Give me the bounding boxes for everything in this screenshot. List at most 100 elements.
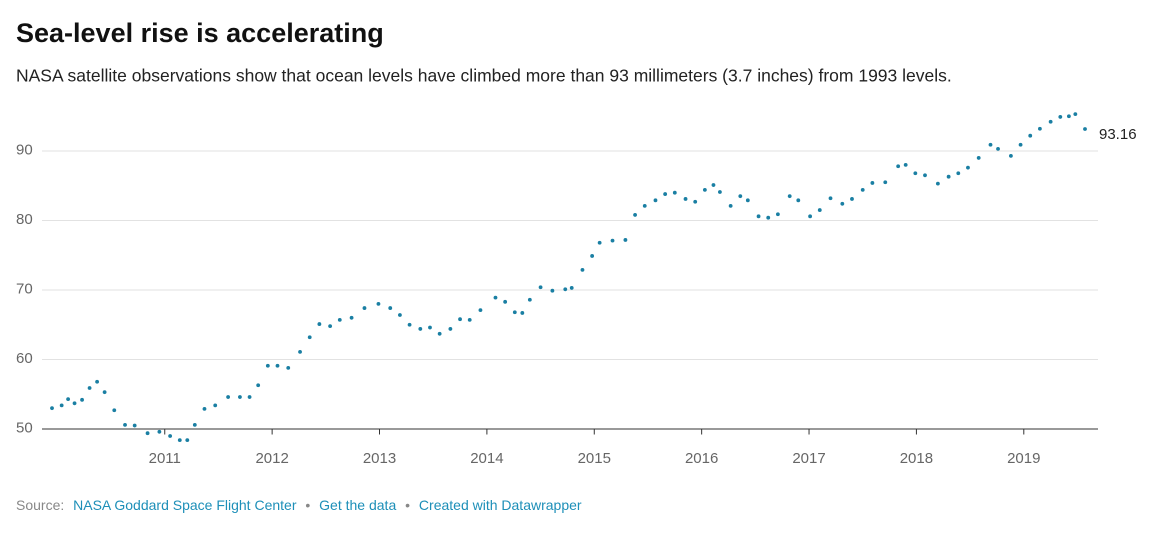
x-tick-label: 2011 [149,450,181,467]
data-dot [988,142,993,147]
data-dot [796,198,801,203]
data-dot [828,196,833,201]
data-dot [520,311,525,315]
data-dot [642,203,647,208]
data-dot [185,438,190,443]
data-dot [896,164,901,169]
y-tick-label: 50 [16,419,33,436]
data-dot [718,190,722,194]
data-dot [527,297,532,302]
data-dot [493,295,498,300]
datawrapper-link[interactable]: Created with Datawrapper [419,497,582,513]
data-dot [72,401,77,406]
data-dot [87,386,92,390]
data-dot [102,390,107,395]
data-dot [50,406,54,411]
data-dot [123,422,127,427]
x-tick-label: 2013 [363,450,396,467]
y-tick-label: 70 [16,280,33,297]
data-dot [256,383,261,388]
data-dot [550,288,555,293]
x-tick-label: 2015 [578,450,611,467]
data-dot [597,240,602,245]
x-tick-label: 2017 [792,450,825,467]
data-dot [286,365,291,370]
data-dot [247,395,252,399]
data-dot [337,317,342,322]
data-dot [935,181,940,186]
data-dot [817,208,822,212]
data-dot [428,325,432,330]
data-dot [503,299,508,304]
data-dot [693,199,698,204]
data-link[interactable]: Get the data [319,497,396,513]
data-dot [563,287,568,292]
data-dot [362,306,367,310]
data-dot [663,192,668,196]
data-dot [672,190,677,195]
data-dot [168,434,173,438]
data-dot [956,171,961,176]
data-dot [1083,127,1087,131]
data-dot [683,197,688,201]
data-dot [448,327,453,331]
data-dot [407,322,412,327]
data-dot [623,238,628,242]
data-dot [738,194,743,199]
data-dot [157,429,162,434]
data-dot [275,363,280,368]
data-dot [177,438,182,443]
data-dot [966,165,970,170]
data-dot [1066,114,1071,119]
data-dot [132,423,137,428]
data-dot [538,285,543,290]
x-tick-label: 2016 [685,450,718,467]
data-dot [349,315,354,320]
data-dot [202,406,207,411]
data-dot [307,335,312,340]
data-dot [376,302,381,306]
data-dot [478,308,483,313]
data-dot [265,363,270,368]
chart-title: Sea-level rise is accelerating [16,18,384,48]
data-dot [398,313,402,317]
data-dot [702,188,707,192]
y-tick-label: 60 [16,350,33,367]
source-label: Source: [16,497,64,513]
data-dot [1028,133,1033,138]
data-dot [467,317,472,322]
data-dot [808,214,813,219]
data-dot [145,431,150,436]
data-dot [388,306,393,310]
data-dot [226,395,231,399]
data-dot [328,324,333,329]
data-dot [996,146,1000,151]
x-tick-label: 2019 [1007,450,1040,467]
data-dot [437,331,442,336]
data-dot [756,214,761,219]
data-dot [653,198,658,203]
data-dot [112,408,117,413]
data-dot [1058,115,1063,119]
end-value-label: 93.16 [1099,126,1137,143]
data-dot [569,286,574,290]
data-dot [913,171,918,176]
data-dot [1048,119,1053,124]
data-dot [711,183,716,187]
data-dot [512,310,517,315]
y-tick-label: 90 [16,141,33,158]
separator: • [405,497,410,513]
data-dot [80,397,84,402]
data-dot [850,197,854,201]
data-dot [213,403,218,408]
data-dot [766,215,771,220]
source-link[interactable]: NASA Goddard Space Flight Center [73,497,297,513]
data-dot [580,267,585,272]
data-dot [976,156,981,160]
data-dot [66,397,71,402]
footer: Source: NASA Goddard Space Flight Center… [16,497,582,513]
data-dot [775,212,780,217]
data-dot [458,317,462,322]
data-dot [1018,142,1023,147]
